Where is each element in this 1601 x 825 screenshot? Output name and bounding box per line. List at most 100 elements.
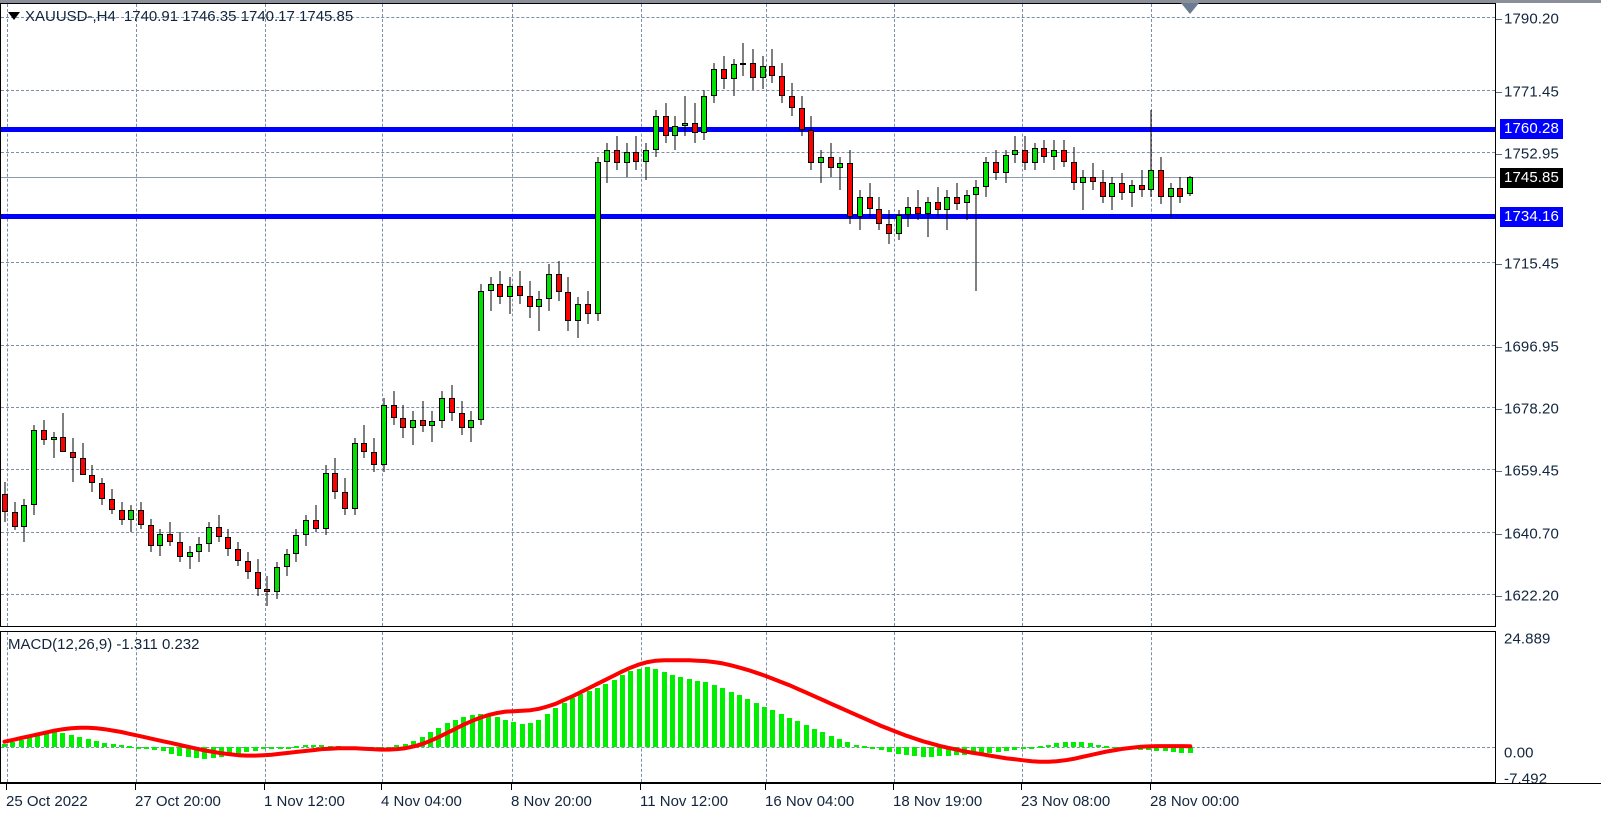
price-axis[interactable]: 1790.20 1771.45 1760.28 1752.95 1745.85 1734.… bbox=[1496, 3, 1601, 627]
candlestick bbox=[380, 397, 387, 472]
candle-body-bearish bbox=[225, 537, 232, 549]
triangle-down-icon[interactable] bbox=[1181, 3, 1199, 14]
candle-body-bullish bbox=[963, 195, 970, 204]
price-axis-label: 1678.20 bbox=[1504, 400, 1559, 418]
macd-axis[interactable]: 24.889 0.00 -7.492 bbox=[1496, 631, 1601, 788]
candlestick bbox=[410, 411, 416, 445]
candlestick bbox=[866, 183, 873, 217]
macd-histogram-bar bbox=[1054, 743, 1060, 748]
macd-histogram-bar bbox=[227, 747, 233, 757]
candle-wick bbox=[422, 401, 424, 432]
candle-body-bearish bbox=[419, 419, 426, 427]
macd-histogram-bar bbox=[319, 744, 325, 748]
candlestick bbox=[108, 488, 115, 514]
macd-histogram-bar bbox=[569, 698, 575, 748]
candlestick bbox=[643, 143, 650, 181]
candle-body-bearish bbox=[555, 273, 562, 293]
candlestick bbox=[516, 270, 523, 305]
macd-histogram-bar bbox=[1179, 747, 1185, 753]
candlestick bbox=[1031, 143, 1038, 170]
price-gridline-vertical bbox=[136, 4, 137, 626]
candle-body-bullish bbox=[1109, 183, 1116, 197]
candle-body-bullish bbox=[759, 66, 766, 78]
macd-histogram-bar bbox=[970, 747, 976, 755]
candlestick bbox=[1187, 175, 1194, 197]
time-axis-tick bbox=[135, 784, 136, 790]
macd-histogram-bar bbox=[594, 688, 600, 748]
current-price-label[interactable]: 1745.85 bbox=[1500, 168, 1563, 188]
candlestick bbox=[439, 391, 446, 429]
candle-body-bullish bbox=[546, 273, 552, 300]
candle-body-bullish bbox=[380, 404, 387, 466]
macd-histogram-bar bbox=[1079, 742, 1085, 748]
macd-histogram-bar bbox=[160, 747, 166, 752]
candlestick bbox=[555, 260, 562, 301]
candle-wick bbox=[1082, 169, 1084, 211]
horizontal-level-line[interactable] bbox=[1, 214, 1495, 220]
candle-wick bbox=[431, 411, 433, 442]
candle-body-bullish bbox=[1051, 149, 1058, 157]
candle-body-bearish bbox=[1090, 176, 1096, 182]
macd-histogram-bar bbox=[703, 682, 709, 748]
macd-histogram-bar bbox=[2, 743, 7, 748]
candlestick bbox=[779, 62, 786, 103]
axis-tick bbox=[1496, 409, 1502, 410]
price-axis-label: 1622.20 bbox=[1504, 587, 1559, 605]
candlestick bbox=[944, 190, 951, 231]
candlestick bbox=[322, 465, 329, 536]
level-price-label[interactable]: 1734.16 bbox=[1500, 207, 1563, 227]
candle-body-bearish bbox=[497, 283, 504, 298]
macd-histogram-bar bbox=[1020, 747, 1026, 750]
macd-histogram-bar bbox=[294, 746, 300, 749]
macd-histogram-bar bbox=[35, 735, 41, 748]
candle-body-bullish bbox=[1080, 176, 1087, 184]
macd-histogram-bar bbox=[235, 747, 241, 755]
macd-indicator-pane[interactable]: MACD(12,26,9) -1.311 0.232 bbox=[0, 631, 1496, 783]
candlestick bbox=[128, 505, 135, 533]
macd-histogram-bar bbox=[1045, 744, 1051, 748]
candle-wick bbox=[53, 431, 55, 459]
candlestick bbox=[818, 149, 824, 184]
macd-histogram-bar bbox=[244, 747, 250, 753]
price-chart-pane[interactable]: XAUUSD-,H4 1740.91 1746.35 1740.17 1745.8… bbox=[0, 3, 1496, 627]
candle-body-bearish bbox=[992, 161, 999, 174]
candle-wick bbox=[684, 96, 686, 137]
time-axis-label: 18 Nov 19:00 bbox=[893, 793, 983, 810]
candle-body-bearish bbox=[886, 223, 892, 234]
candle-wick bbox=[1170, 183, 1172, 217]
horizontal-level-line[interactable] bbox=[1, 126, 1495, 132]
candle-body-bullish bbox=[351, 443, 358, 509]
macd-histogram-bar bbox=[736, 695, 742, 748]
candlestick bbox=[351, 438, 358, 516]
candle-body-bullish bbox=[1167, 188, 1174, 197]
candlestick bbox=[60, 413, 67, 452]
macd-histogram-bar bbox=[1070, 741, 1076, 748]
macd-histogram-bar bbox=[820, 732, 826, 748]
candle-body-bearish bbox=[2, 493, 8, 512]
candle-body-bullish bbox=[536, 299, 543, 308]
macd-histogram-bar bbox=[778, 713, 784, 748]
level-price-label[interactable]: 1760.28 bbox=[1500, 119, 1563, 139]
candlestick bbox=[584, 290, 591, 325]
candle-wick bbox=[946, 190, 948, 231]
price-gridline-vertical bbox=[382, 4, 383, 626]
time-axis-label: 4 Nov 04:00 bbox=[381, 793, 462, 810]
candle-body-bearish bbox=[79, 458, 86, 476]
macd-histogram-bar bbox=[920, 747, 926, 757]
candle-body-bearish bbox=[40, 429, 47, 440]
time-axis[interactable]: 25 Oct 2022 27 Oct 20:00 1 Nov 12:00 4 Nov … bbox=[0, 783, 1601, 825]
candle-body-bearish bbox=[788, 96, 795, 108]
candlestick bbox=[740, 42, 747, 77]
candle-wick bbox=[490, 277, 492, 311]
candlestick bbox=[886, 210, 892, 244]
macd-histogram-bar bbox=[786, 717, 792, 748]
macd-histogram-bar bbox=[695, 680, 701, 748]
time-axis-tick bbox=[511, 784, 512, 790]
price-gridline-vertical bbox=[7, 4, 8, 626]
candle-body-bullish bbox=[507, 285, 514, 298]
candle-body-bearish bbox=[584, 304, 591, 315]
time-axis-label: 25 Oct 2022 bbox=[6, 793, 88, 810]
macd-histogram-bar bbox=[711, 685, 717, 748]
candle-wick bbox=[1150, 109, 1152, 197]
time-axis-tick bbox=[765, 784, 766, 790]
